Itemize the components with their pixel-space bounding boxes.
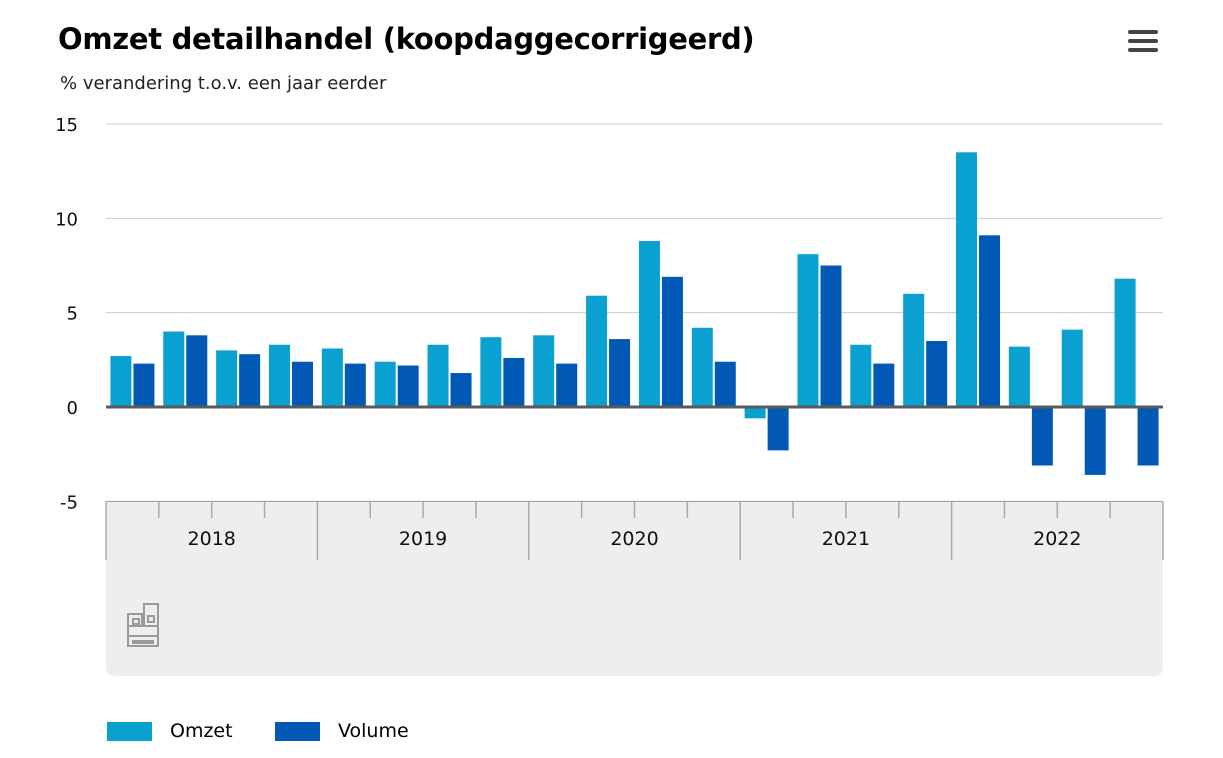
bar-omzet xyxy=(321,348,343,407)
bar-omzet xyxy=(533,335,555,407)
hamburger-menu-icon[interactable] xyxy=(1124,30,1162,60)
bar-volume xyxy=(556,363,578,407)
bar-volume xyxy=(450,373,472,407)
bar-omzet xyxy=(1061,329,1083,407)
bar-volume xyxy=(503,357,525,407)
bar-volume xyxy=(1137,407,1159,466)
legend-item-volume[interactable]: Volume xyxy=(275,718,409,744)
chart-title: Omzet detailhandel (koopdaggecorrigeerd) xyxy=(58,22,755,56)
cbs-logo-part xyxy=(127,635,159,647)
bar-omzet xyxy=(903,293,925,407)
cbs-logo-part xyxy=(132,640,154,644)
bar-volume xyxy=(820,265,842,407)
cbs-logo xyxy=(127,603,159,647)
bar-volume xyxy=(239,354,261,407)
bar-volume xyxy=(661,276,683,407)
bar-volume xyxy=(979,235,1001,407)
bar-omzet xyxy=(427,344,449,407)
bar-chart: 15 10 5 0 -5 2018 2019 2020 2021 2022 xyxy=(55,115,1164,676)
bar-omzet xyxy=(586,295,608,407)
bar-omzet xyxy=(480,337,502,407)
x-group-label: 2021 xyxy=(822,528,870,550)
y-tick-label: 15 xyxy=(55,115,78,136)
bar-omzet xyxy=(1008,346,1030,407)
bar-omzet xyxy=(110,356,132,407)
bar-omzet xyxy=(163,331,185,407)
bar-volume xyxy=(767,407,789,451)
bar-omzet xyxy=(691,327,713,407)
bar-omzet xyxy=(1114,278,1136,407)
chart-subtitle: % verandering t.o.v. een jaar eerder xyxy=(60,73,387,94)
bar-volume xyxy=(609,339,631,407)
y-tick-label: -5 xyxy=(60,492,78,513)
x-group-label: 2018 xyxy=(188,528,236,550)
bar-omzet xyxy=(638,240,660,407)
bar-omzet xyxy=(744,407,766,419)
x-group-label: 2020 xyxy=(610,528,658,550)
bar-volume xyxy=(1084,407,1106,475)
bar-omzet xyxy=(956,152,978,407)
bar-omzet xyxy=(797,254,819,407)
legend-swatch-volume xyxy=(275,721,320,741)
cbs-logo-part xyxy=(132,618,140,625)
axis-panel xyxy=(106,501,1163,676)
legend-label-omzet: Omzet xyxy=(170,720,233,742)
bar-volume xyxy=(1031,407,1053,466)
bar-omzet xyxy=(216,350,238,407)
bar-volume xyxy=(344,363,366,407)
cbs-logo-part xyxy=(147,615,155,623)
y-tick-label: 5 xyxy=(67,304,78,325)
bar-omzet xyxy=(268,344,290,407)
bar-volume xyxy=(926,340,948,407)
x-group-label: 2019 xyxy=(399,528,447,550)
x-group-label: 2022 xyxy=(1033,528,1081,550)
legend-item-omzet[interactable]: Omzet xyxy=(107,718,233,744)
legend-swatch-omzet xyxy=(107,721,152,741)
bar-volume xyxy=(133,363,155,407)
bar-volume xyxy=(714,361,736,407)
bar-omzet xyxy=(374,361,396,407)
y-tick-label: 0 xyxy=(67,398,78,419)
bar-volume xyxy=(397,365,419,407)
bar-volume xyxy=(186,335,208,407)
legend-label-volume: Volume xyxy=(338,720,409,742)
bar-volume xyxy=(873,363,895,407)
y-tick-label: 10 xyxy=(55,209,78,230)
bar-omzet xyxy=(850,344,872,407)
bar-volume xyxy=(291,361,313,407)
